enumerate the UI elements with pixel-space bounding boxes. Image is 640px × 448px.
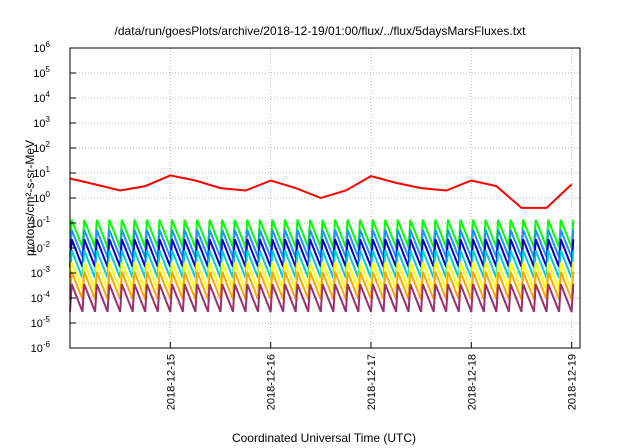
y-tick-label: 101 xyxy=(33,165,50,180)
y-tick-label: 103 xyxy=(33,115,50,130)
x-axis-label: Coordinated Universal Time (UTC) xyxy=(232,431,416,445)
y-tick-label: 100 xyxy=(33,190,50,205)
series-line xyxy=(69,283,575,313)
y-tick-label: 10-4 xyxy=(31,290,51,305)
x-tick-label: 2018-12-19 xyxy=(567,354,579,410)
chart-title: /data/run/goesPlots/archive/2018-12-19/0… xyxy=(115,24,527,38)
x-axis: 2018-12-15 2018-12-16 2018-12-17 2018-12-18… xyxy=(165,342,579,410)
y-tick-label: 106 xyxy=(33,40,50,55)
y-tick-label: 104 xyxy=(33,90,50,105)
x-tick-label: 2018-12-17 xyxy=(366,354,378,410)
y-tick-label: 102 xyxy=(33,140,50,155)
series-group xyxy=(69,174,575,313)
y-axis: 10-6 10-5 10-4 10-3 10-2 10-1 100 101 102 103 104 1… xyxy=(31,40,76,355)
y-tick-label: 10-3 xyxy=(31,265,51,280)
y-tick-label: 10-2 xyxy=(31,240,51,255)
series-line xyxy=(69,174,573,209)
x-tick-label: 2018-12-18 xyxy=(466,354,478,410)
y-axis-label: protons/cm²-s-sr-MeV xyxy=(23,140,37,256)
x-tick-label: 2018-12-15 xyxy=(165,354,177,410)
y-tick-label: 10-6 xyxy=(31,340,51,355)
y-tick-label: 105 xyxy=(33,65,50,80)
y-tick-label: 10-1 xyxy=(31,215,51,230)
x-tick-label: 2018-12-16 xyxy=(266,354,278,410)
y-tick-label: 10-5 xyxy=(31,315,51,330)
